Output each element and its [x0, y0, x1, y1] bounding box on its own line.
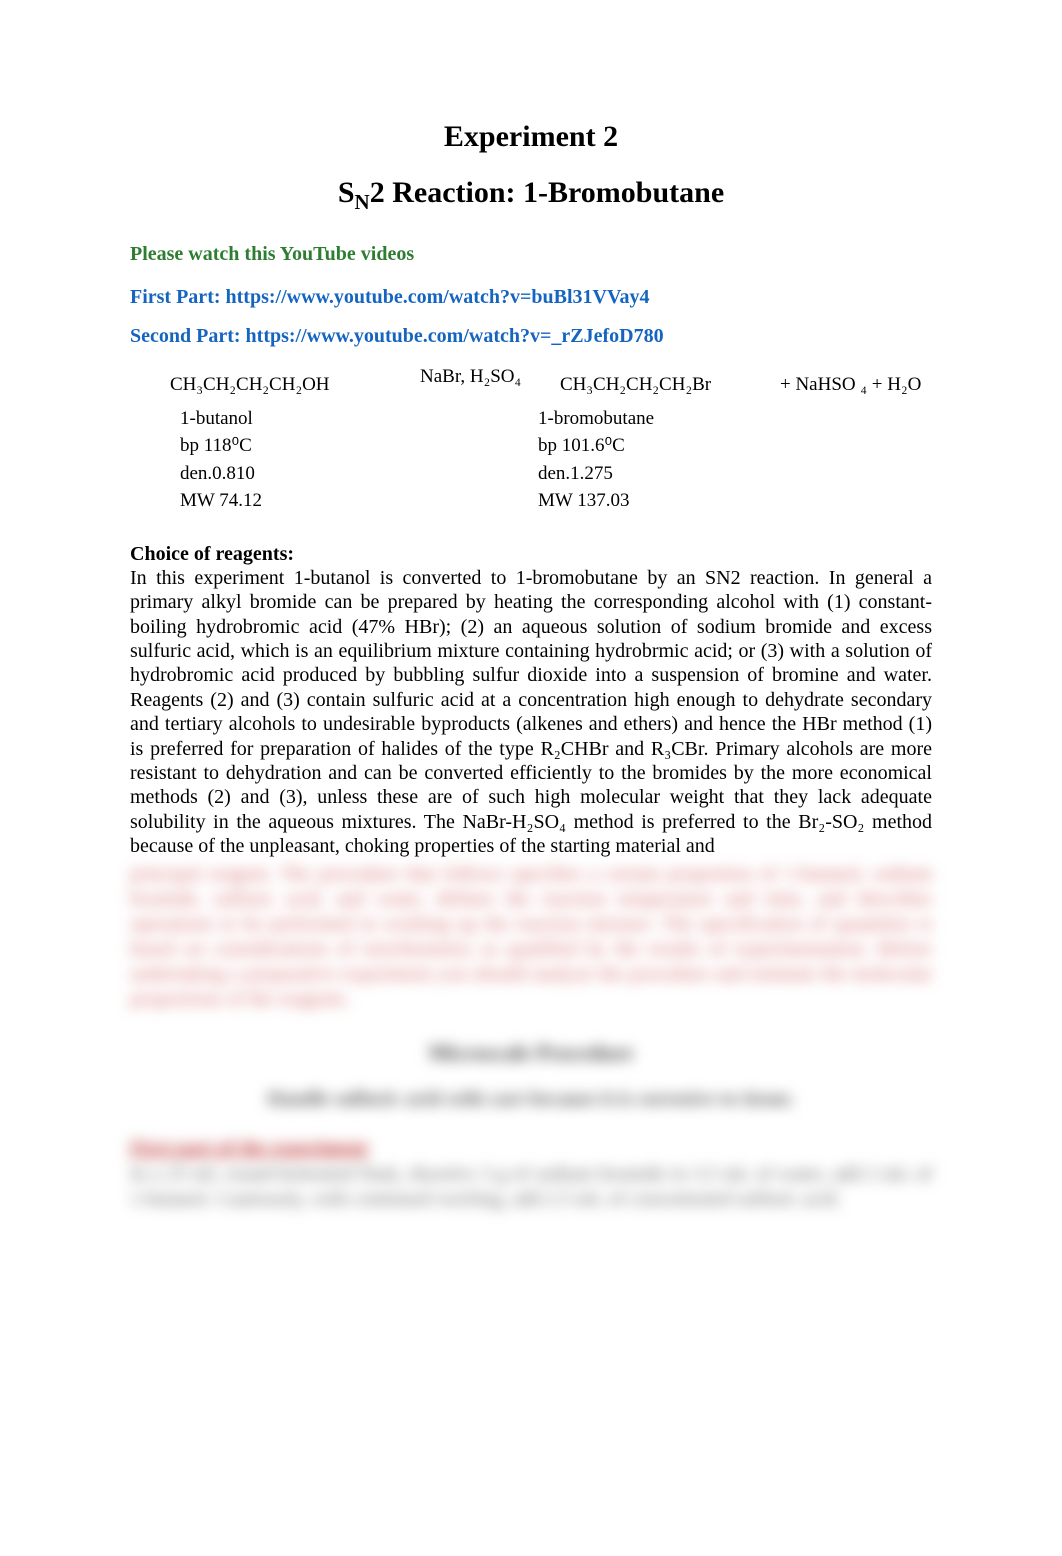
page-title-2: SN2 Reaction: 1-Bromobutane: [130, 176, 932, 215]
page-title-1: Experiment 2: [130, 120, 932, 154]
product-density: den.1.275: [538, 460, 690, 488]
blurred-body-2: In a 25 mL round-bottomed flask, dissolv…: [130, 1162, 932, 1212]
first-part-url[interactable]: https://www.youtube.com/watch?v=buBl31VV…: [226, 286, 650, 308]
reagent-over-arrow: NaBr, H₂SO₄: [420, 364, 560, 391]
section-heading-reagents: Choice of reagents:: [130, 543, 932, 566]
product-name: 1-bromobutane: [538, 405, 690, 433]
blurred-heading: Microscale Procedure: [130, 1040, 932, 1066]
second-part-prefix: Second Part:: [130, 325, 246, 347]
body-paragraph: In this experiment 1-butanol is converte…: [130, 566, 932, 859]
reaction-scheme: CH₃CH₂CH₂CH₂OH NaBr, H₂SO₄ CH₃CH₂CH₂CH₂B…: [170, 372, 932, 515]
title-prefix: S: [338, 176, 355, 209]
byproducts: + NaHSO ₄ + H₂O: [780, 372, 932, 399]
title-rest: 2 Reaction: 1-Bromobutane: [370, 176, 724, 209]
watch-videos-label: Please watch this YouTube videos: [130, 243, 932, 266]
reactant-formula: CH₃CH₂CH₂CH₂OH: [170, 372, 420, 399]
reactant-name: 1-butanol: [180, 405, 430, 433]
first-part-prefix: First Part:: [130, 286, 226, 308]
reactant-density: den.0.810: [180, 460, 430, 488]
blurred-part-label: First part of the experiment: [130, 1137, 932, 1160]
product-bp: bp 101.6⁰C: [538, 432, 690, 460]
blurred-subhead: Handle sulfuric acid with care because i…: [130, 1088, 932, 1111]
product-mw: MW 137.03: [538, 487, 690, 515]
second-part-url[interactable]: https://www.youtube.com/watch?v=_rZJefoD…: [246, 325, 664, 347]
reactant-mw: MW 74.12: [180, 487, 430, 515]
first-part-link[interactable]: First Part: https://www.youtube.com/watc…: [130, 286, 932, 309]
title-sub: N: [355, 190, 370, 214]
blurred-paragraph: principal reagent. The procedure that fo…: [130, 862, 932, 1012]
product-formula: CH₃CH₂CH₂CH₂Br: [560, 372, 780, 399]
reactant-bp: bp 118⁰C: [180, 432, 430, 460]
second-part-link[interactable]: Second Part: https://www.youtube.com/wat…: [130, 325, 932, 348]
